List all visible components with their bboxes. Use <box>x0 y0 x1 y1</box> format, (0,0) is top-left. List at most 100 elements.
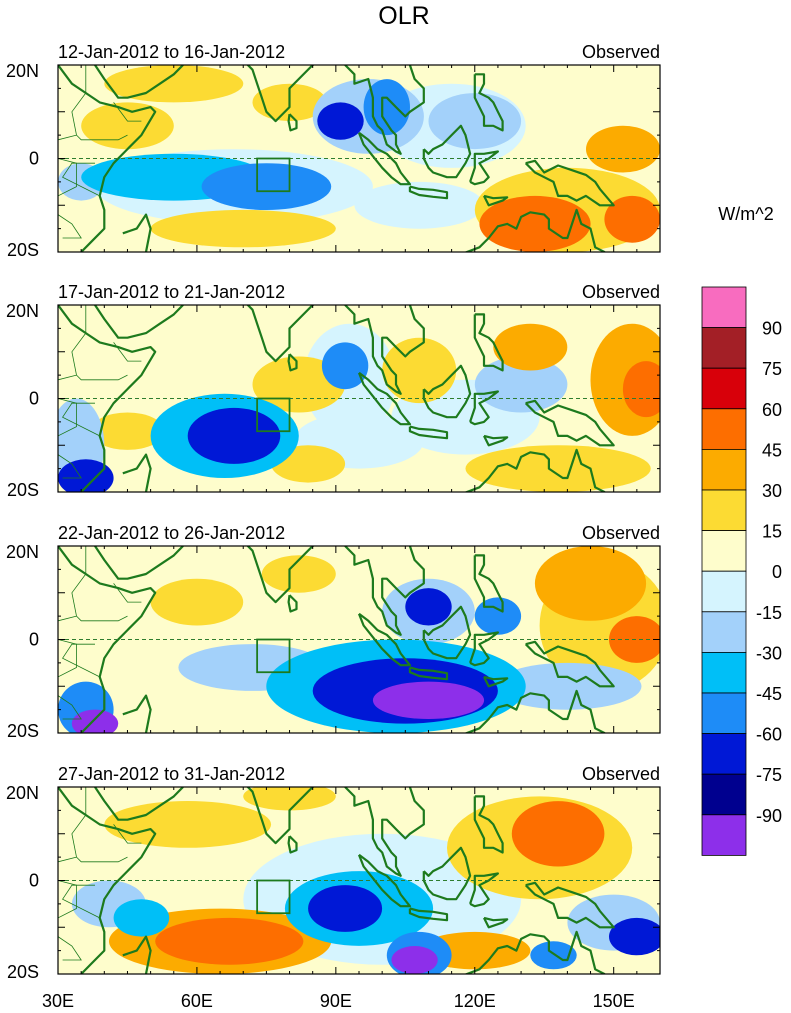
coastline-madagascar <box>122 213 152 252</box>
anomaly-blob <box>382 337 457 404</box>
y-tick-label: 20N <box>6 542 39 562</box>
colorbar-label: -90 <box>756 806 782 826</box>
panel-period: 17-Jan-2012 to 21-Jan-2012 <box>58 282 285 302</box>
country-border <box>113 102 142 122</box>
coastline-islands <box>483 434 509 447</box>
coastline-borneo <box>422 846 472 901</box>
anomaly-blob <box>622 361 660 418</box>
country-border <box>71 65 128 141</box>
anomaly-blob <box>201 163 332 211</box>
panel-label: Observed <box>582 764 660 784</box>
colorbar-label: 60 <box>762 400 782 420</box>
colorbar-label: 90 <box>762 319 782 339</box>
coastline-africa <box>58 546 157 733</box>
coastline-seasia <box>344 65 425 155</box>
colorbar-swatch <box>701 652 747 694</box>
coastline-java <box>408 907 449 922</box>
region-box <box>256 879 291 915</box>
country-border <box>71 546 128 622</box>
anomaly-blob <box>150 578 244 626</box>
chart-title: OLR <box>378 2 429 30</box>
anomaly-blob <box>428 93 522 150</box>
y-tick-label: 0 <box>29 871 39 891</box>
coastline-australia <box>463 689 606 733</box>
country-border <box>71 305 128 381</box>
anomaly-blob <box>104 801 272 848</box>
country-border <box>327 277 346 296</box>
coastline-india <box>224 546 316 604</box>
coastline-seasia <box>344 305 425 395</box>
coastline-arabia <box>94 65 184 99</box>
country-border <box>327 759 346 778</box>
panel-period: 27-Jan-2012 to 31-Jan-2012 <box>58 764 285 784</box>
panel-3: 20N 0 20S 22-Jan-2012 to 26-Jan-2012 Observe… <box>6 518 661 741</box>
coastline-madagascar <box>122 453 152 492</box>
coastline-philippines <box>473 795 504 854</box>
country-border <box>71 787 128 863</box>
colorbar-label: 75 <box>762 359 782 379</box>
country-border <box>327 518 346 537</box>
coastline-newguinea <box>524 881 615 929</box>
country-border <box>327 37 346 56</box>
y-tick-label: 20N <box>6 783 39 803</box>
colorbar-swatch <box>701 327 747 369</box>
x-tick-label: 150E <box>593 991 635 1011</box>
x-tick-label: 30E <box>42 991 74 1011</box>
coastline-philippines <box>473 73 504 132</box>
x-tick-label: 60E <box>181 991 213 1011</box>
coastline-newguinea <box>524 399 615 447</box>
anomaly-blob <box>71 709 119 733</box>
colorbar-swatch <box>701 286 747 328</box>
colorbar-swatch <box>701 367 747 410</box>
anomaly-blob <box>104 65 244 103</box>
coastline-newguinea <box>524 159 615 207</box>
anomaly-blob <box>261 555 336 593</box>
coastline-srilanka <box>287 594 298 613</box>
panel-label: Observed <box>582 282 660 302</box>
panel-label: Observed <box>582 42 660 62</box>
colorbar-label: -75 <box>756 765 782 785</box>
colorbar-label: -60 <box>756 725 782 745</box>
coastline-islands <box>483 675 509 688</box>
y-tick-label: 0 <box>29 630 39 650</box>
coastline-islands <box>483 194 509 207</box>
colorbar-swatch <box>701 733 747 775</box>
country-border <box>62 884 100 919</box>
colorbar-swatch <box>701 408 747 450</box>
coastline-java <box>408 185 449 200</box>
country-border <box>62 643 100 678</box>
colorbar-units-label: W/m^2 <box>718 204 773 224</box>
coastline-srilanka <box>287 835 298 854</box>
anomaly-blob <box>58 459 114 492</box>
anomaly-blob <box>586 125 660 173</box>
coastline-arabia <box>94 546 184 580</box>
colorbar-swatch <box>701 489 747 531</box>
colorbar-swatch <box>701 814 747 856</box>
country-border <box>58 936 82 961</box>
panel-2: 20N 0 20S 17-Jan-2012 to 21-Jan-2012 Observe… <box>6 277 661 500</box>
coastline-africa <box>58 65 157 252</box>
y-tick-label: 0 <box>29 389 39 409</box>
anomaly-blob <box>479 195 591 252</box>
y-tick-label: 20S <box>7 240 39 260</box>
y-tick-label: 0 <box>29 149 39 169</box>
colorbar-label: 0 <box>772 562 782 582</box>
anomaly-blob <box>150 209 336 248</box>
y-tick-label: 20S <box>7 721 39 741</box>
colorbar-label: -15 <box>756 603 782 623</box>
anomaly-blob <box>534 546 647 621</box>
coastline-philippines <box>473 313 504 372</box>
x-tick-label: 120E <box>454 991 496 1011</box>
panel-4: 20N 0 20S 27-Jan-2012 to 31-Jan-2012 Observe… <box>6 759 661 982</box>
x-tick-label: 90E <box>320 991 352 1011</box>
coastline-sumatra <box>357 131 411 186</box>
panel-label: Observed <box>582 523 660 543</box>
coastline-india <box>224 305 316 363</box>
coastline-sumatra <box>357 612 411 667</box>
y-tick-label: 20N <box>6 301 39 321</box>
coastline-islands <box>483 916 509 929</box>
region-box <box>256 157 291 193</box>
coastline-newguinea <box>524 640 615 688</box>
colorbar-swatch <box>701 448 747 491</box>
colorbar-swatch <box>701 773 747 816</box>
